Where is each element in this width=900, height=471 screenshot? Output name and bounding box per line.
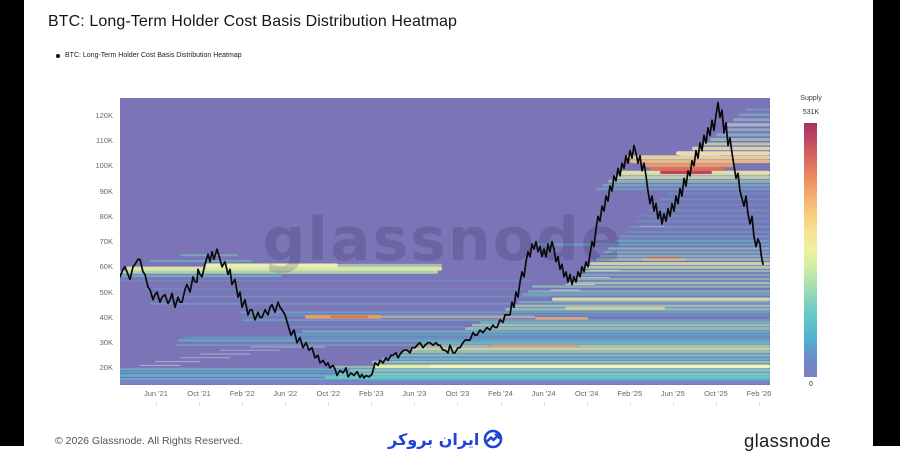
btc-price-line	[120, 101, 764, 379]
x-axis-tick-mark	[586, 402, 588, 406]
y-axis-label-50K: 50K	[99, 287, 113, 297]
heatmap-plot[interactable]: glassnode	[120, 98, 770, 385]
supply-bands	[120, 108, 770, 385]
y-axis-label-80K: 80K	[99, 211, 113, 221]
x-axis-label-Feb22: Feb '22	[229, 389, 255, 398]
x-axis-tick-mark	[199, 402, 201, 406]
y-axis-label-20K: 20K	[99, 363, 113, 373]
partner-logo[interactable]: ایران بروکر	[388, 429, 503, 449]
y-axis: 120K 110K 100K 90K 80K 70K 60K 50K 40K 30K 20K	[58, 0, 113, 471]
x-axis-label-Oct23: Oct '23	[445, 389, 470, 398]
y-axis-label-120K: 120K	[95, 110, 113, 120]
partner-logo-text: ایران بروکر	[388, 429, 480, 449]
y-axis-label-90K: 90K	[99, 186, 113, 196]
y-axis-label-110K: 110K	[96, 135, 113, 145]
x-axis-label-Feb23: Feb '23	[358, 389, 384, 398]
x-axis-tick-mark	[758, 402, 760, 406]
page-title: BTC: Long-Term Holder Cost Basis Distrib…	[48, 13, 458, 30]
x-axis-tick-mark	[242, 402, 244, 406]
colorbar-title: Supply	[800, 95, 822, 102]
glassnode-watermark: glassnode	[262, 205, 623, 275]
y-axis-label-60K: 60K	[99, 262, 113, 272]
colorbar-min-label: 0	[809, 381, 813, 388]
x-axis-tick-mark	[715, 402, 717, 406]
legend-label: BTC: Long-Term Holder Cost Basis Distrib…	[65, 52, 242, 59]
x-axis-tick-mark	[414, 402, 416, 406]
x-axis-tick-mark	[328, 402, 330, 406]
y-axis-label-100K: 100K	[95, 161, 113, 171]
legend-dot-icon	[56, 53, 60, 58]
chart-legend[interactable]: BTC: Long-Term Holder Cost Basis Distrib…	[56, 52, 242, 59]
x-axis-tick-mark	[500, 402, 502, 406]
x-axis-label-Jun21: Jun '21	[144, 389, 168, 398]
x-axis-label-Oct22: Oct '22	[316, 389, 341, 398]
x-axis-tick-mark	[543, 402, 545, 406]
x-axis-label-Oct24: Oct '24	[574, 389, 599, 398]
x-axis-label-Jun23: Jun '23	[402, 389, 427, 398]
x-axis-label-Oct21: Oct '21	[187, 389, 211, 398]
x-axis-tick-mark	[371, 402, 373, 406]
right-letterbox-bar	[873, 0, 900, 446]
x-axis-tick-mark	[285, 402, 287, 406]
supply-colorbar	[804, 123, 817, 377]
x-axis-label-Oct25: Oct '25	[704, 389, 728, 398]
copyright-text: © 2026 Glassnode. All Rights Reserved.	[55, 435, 243, 447]
y-axis-label-30K: 30K	[99, 338, 113, 348]
y-axis-label-70K: 70K	[99, 237, 113, 247]
x-axis-label-Feb25: Feb '25	[617, 389, 643, 398]
x-axis-label-Jun25: Jun '25	[660, 389, 685, 398]
x-axis-tick-mark	[156, 402, 157, 406]
x-axis-tick-mark	[672, 402, 674, 406]
x-axis-label-Feb26: Feb '26	[746, 389, 772, 398]
colorbar-max-label: 531K	[802, 109, 820, 116]
x-axis-label-Jun22: Jun '22	[273, 389, 298, 398]
glassnode-wordmark[interactable]: glassnode	[744, 430, 832, 451]
left-letterbox-bar	[0, 0, 24, 446]
x-axis-tick-mark	[457, 402, 459, 406]
y-axis-label-40K: 40K	[99, 312, 113, 322]
x-axis-label-Feb24: Feb '24	[488, 389, 513, 398]
x-axis-label-Jun24: Jun '24	[531, 389, 556, 398]
trend-circle-icon	[483, 429, 503, 449]
x-axis-tick-mark	[629, 402, 631, 406]
